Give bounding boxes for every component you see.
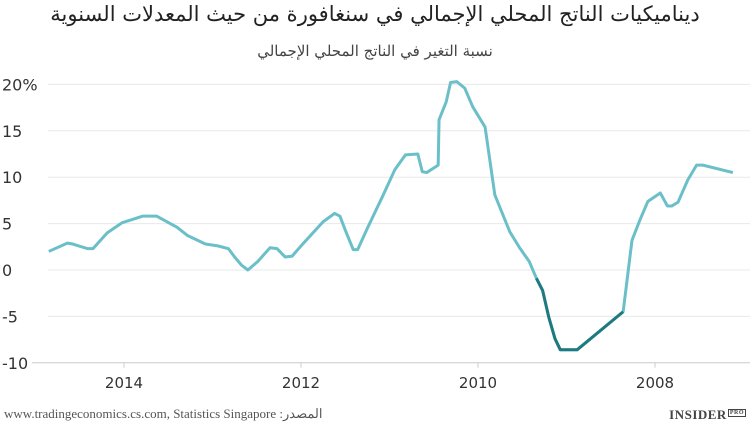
gdp-series-line — [48, 80, 734, 352]
source-footer: www.tradingeconomics.cs.com, Statistics … — [4, 406, 322, 422]
x-tick-label: 2008 — [636, 374, 674, 392]
source-text: www.tradingeconomics.cs.com, Statistics … — [4, 406, 277, 421]
chart-title: ديناميكيات الناتج المحلي الإجمالي في سنغ… — [50, 2, 700, 26]
x-tick-label: 2012 — [282, 374, 320, 392]
y-tick-label: 15 — [2, 122, 22, 141]
x-tick-label: 2010 — [459, 374, 497, 392]
insider-pro-logo: INSIDER PRO — [669, 407, 746, 422]
x-tick-label: 2014 — [105, 374, 143, 392]
gdp-line-chart: 20% 15 10 5 0 -5 -10 2014 2012 2010 2008 — [2, 75, 750, 392]
y-tick-label: -10 — [2, 354, 28, 373]
y-tick-label: -5 — [2, 307, 18, 326]
gdp-highlight-segment — [535, 277, 625, 352]
y-tick-label: 5 — [2, 215, 12, 234]
y-tick-label: 20% — [2, 75, 38, 94]
chart-subtitle: نسبة التغير في الناتج المحلي الإجمالي — [257, 42, 493, 60]
source-label: المصدر: — [279, 406, 323, 421]
y-tick-label: 10 — [2, 168, 22, 187]
y-tick-label: 0 — [2, 261, 12, 280]
